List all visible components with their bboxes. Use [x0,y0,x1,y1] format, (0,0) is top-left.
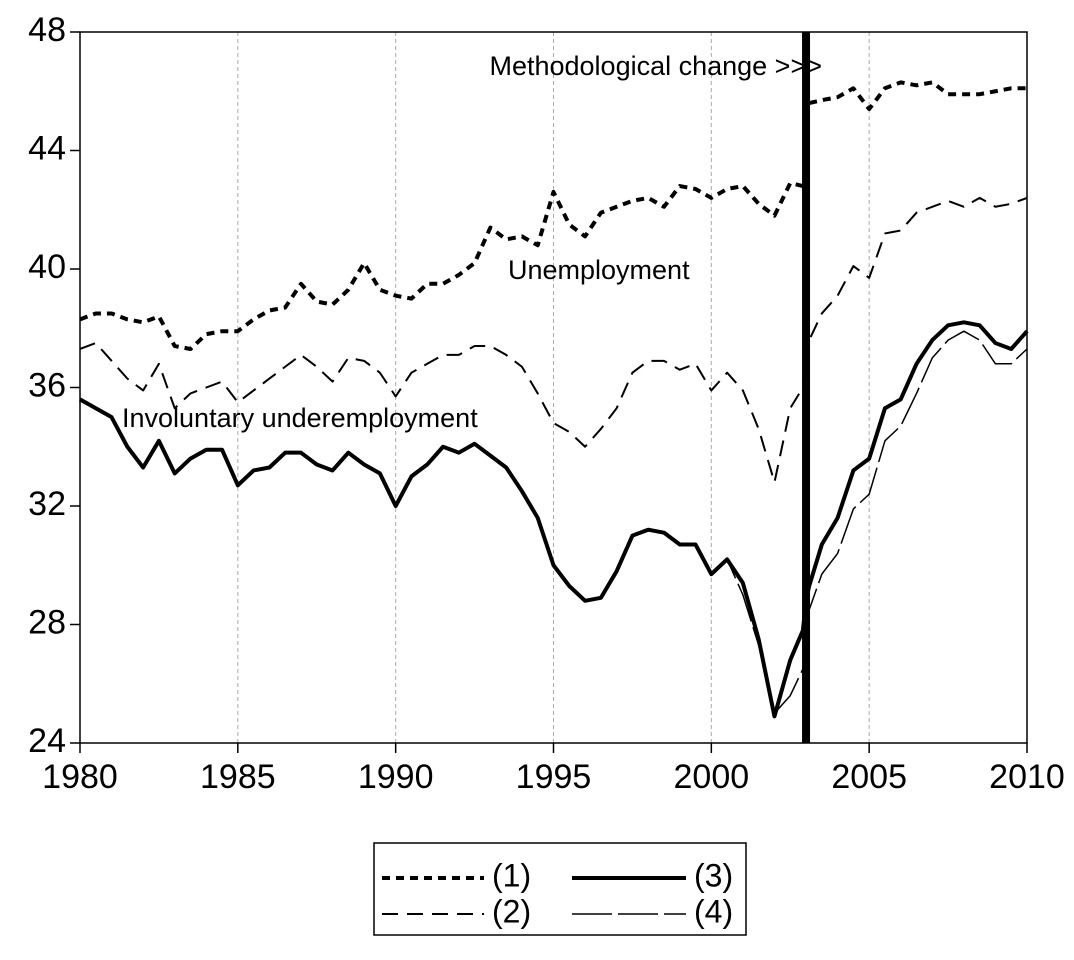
y-tick-label: 44 [28,129,66,167]
series-line [79,80,1027,351]
y-tick-label: 24 [28,722,66,760]
legend-label: (4) [694,893,733,929]
y-tick-label: 40 [28,248,66,286]
y-tick-label: 48 [28,11,66,49]
x-tick-label: 1985 [200,758,276,796]
y-tick-label: 36 [28,366,66,404]
x-tick-label: 1980 [42,758,118,796]
x-tick-label: 2010 [989,758,1065,796]
series-line [79,330,1028,715]
annotation: Unemployment [508,255,690,285]
x-tick-label: 1990 [358,758,434,796]
legend-label: (2) [492,893,531,929]
legend-label: (3) [694,857,733,893]
annotation: Methodological change >>> [489,51,822,81]
y-tick-label: 32 [28,485,66,523]
plot-frame [79,31,1028,744]
y-tick-label: 28 [28,603,66,641]
x-tick-label: 2000 [674,758,750,796]
x-tick-label: 2005 [831,758,907,796]
legend-label: (1) [492,857,531,893]
x-tick-label: 1995 [516,758,592,796]
series-line [79,196,1028,484]
annotation: Involuntary underemployment [122,403,478,433]
legend-box [373,842,747,936]
